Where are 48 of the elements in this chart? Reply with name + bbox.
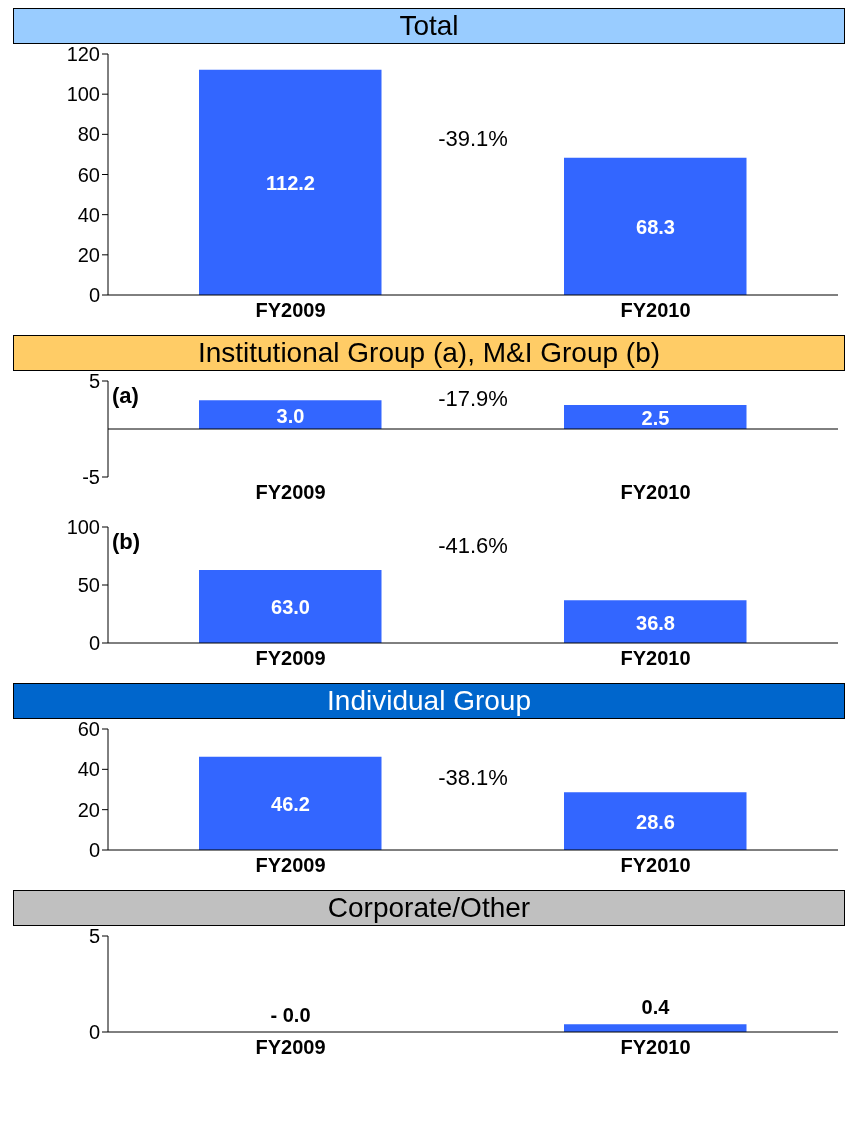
data-label: 2.5 <box>641 407 670 429</box>
x-tick-label: FY2010 <box>620 647 691 670</box>
data-label: 112.2 <box>266 172 315 195</box>
annotation: (a) <box>112 383 139 409</box>
chart-title: Individual Group <box>13 683 845 719</box>
y-tick-label: 20 <box>77 798 100 821</box>
x-tick-label: FY2009 <box>255 481 326 504</box>
x-tick-label: FY2009 <box>255 1036 326 1059</box>
y-tick-label: 60 <box>77 718 100 741</box>
x-tick-label: FY2009 <box>255 854 326 877</box>
x-tick-label: FY2009 <box>255 647 326 670</box>
data-label: 63.0 <box>271 596 310 619</box>
y-tick-label: 40 <box>77 758 100 781</box>
y-tick-label: 0 <box>88 1021 100 1044</box>
annotation: -17.9% <box>438 385 508 412</box>
chart-title: Institutional Group (a), M&I Group (b) <box>13 335 845 371</box>
x-tick-label: FY2010 <box>620 854 691 877</box>
y-tick-label: 120 <box>66 43 100 66</box>
x-tick-label: FY2009 <box>255 299 326 322</box>
y-tick-label: 60 <box>77 163 100 186</box>
x-tick-label: FY2010 <box>620 481 691 504</box>
y-tick-label: 20 <box>77 243 100 266</box>
data-label: 68.3 <box>636 216 675 239</box>
annotation: -39.1% <box>438 126 508 153</box>
y-tick-label: 40 <box>77 203 100 226</box>
data-label: 46.2 <box>271 793 310 816</box>
data-label: - 0.0 <box>270 1004 311 1026</box>
chart-title: Total <box>13 8 845 44</box>
y-tick-label: 50 <box>77 574 100 597</box>
y-tick-label: 0 <box>88 284 100 307</box>
y-tick-label: 5 <box>88 370 100 393</box>
x-tick-label: FY2010 <box>620 299 691 322</box>
data-label: 36.8 <box>636 611 675 634</box>
chart-title: Corporate/Other <box>13 890 845 926</box>
y-tick-label: -5 <box>82 466 100 489</box>
y-tick-label: 100 <box>66 83 100 106</box>
data-label: 0.4 <box>641 996 671 1019</box>
y-tick-label: 0 <box>88 839 100 862</box>
y-tick-label: 0 <box>88 632 100 655</box>
annotation: -38.1% <box>438 765 508 792</box>
annotation: (b) <box>112 529 141 555</box>
annotation: -41.6% <box>438 532 508 559</box>
y-tick-label: 5 <box>88 925 100 948</box>
data-label: 28.6 <box>636 811 675 834</box>
y-tick-label: 80 <box>77 123 100 146</box>
y-tick-label: 100 <box>66 516 100 539</box>
x-tick-label: FY2010 <box>620 1036 691 1059</box>
data-label: 3.0 <box>276 404 305 427</box>
